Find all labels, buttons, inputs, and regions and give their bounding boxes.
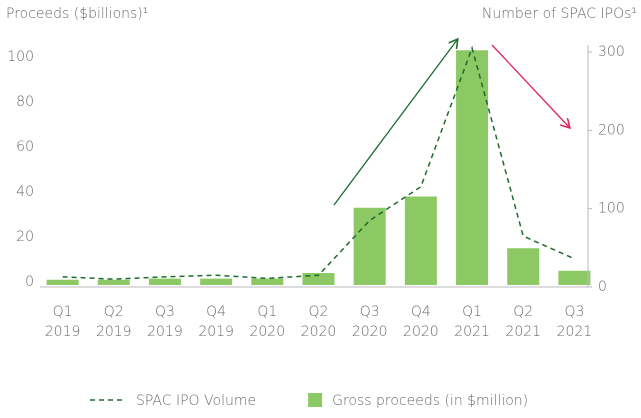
bar [251, 278, 284, 285]
y-tick-label: 0 [25, 274, 34, 290]
x-tick-label: Q2 2020 [301, 304, 337, 340]
x-tick-label: Q4 2020 [403, 304, 439, 340]
y-tick-label: 80 [16, 94, 34, 110]
bar [353, 207, 386, 285]
x-tick-label: Q1 2021 [454, 304, 490, 340]
x-tick-label: Q2 2019 [96, 304, 132, 340]
y2-tick-label: 0 [598, 279, 607, 295]
bar [46, 279, 79, 285]
bar [302, 273, 335, 285]
x-tick-label: Q2 2021 [505, 304, 541, 340]
x-tick-label: Q3 2019 [147, 304, 183, 340]
bar [148, 278, 181, 285]
y-tick-label: 100 [7, 49, 34, 65]
y2-tick-label: 300 [598, 44, 625, 60]
trend-arrow [333, 40, 457, 206]
x-tick-label: Q4 2019 [198, 304, 234, 340]
trend-arrow [491, 44, 569, 127]
y-tick-label: 60 [16, 139, 34, 155]
legend-label: SPAC IPO Volume [136, 393, 256, 409]
bar [200, 278, 233, 285]
y-tick-label: 40 [16, 184, 34, 200]
bar [507, 248, 540, 285]
x-tick-label: Q1 2019 [45, 304, 81, 340]
bar [456, 50, 489, 285]
plot [46, 45, 591, 285]
line [62, 45, 575, 280]
legend: SPAC IPO Volume Gross proceeds (in $milli… [90, 393, 528, 409]
y2-tick-label: 200 [598, 122, 625, 138]
y-tick-label: 20 [16, 229, 34, 245]
bar [404, 196, 437, 285]
x-tick-label: Q3 2020 [352, 304, 388, 340]
y2-axis-title: Number of SPAC IPOs¹ [482, 6, 637, 22]
bar [558, 270, 591, 285]
x-tick-label: Q3 2021 [557, 304, 593, 340]
legend-label: Gross proceeds (in $million) [332, 393, 528, 409]
y2-tick-label: 100 [598, 201, 625, 217]
x-tick-label: Q1 2020 [249, 304, 285, 340]
bar [97, 279, 130, 285]
legend-swatch [308, 393, 323, 407]
y-axis-title: Proceeds ($billions)¹ [6, 6, 148, 22]
